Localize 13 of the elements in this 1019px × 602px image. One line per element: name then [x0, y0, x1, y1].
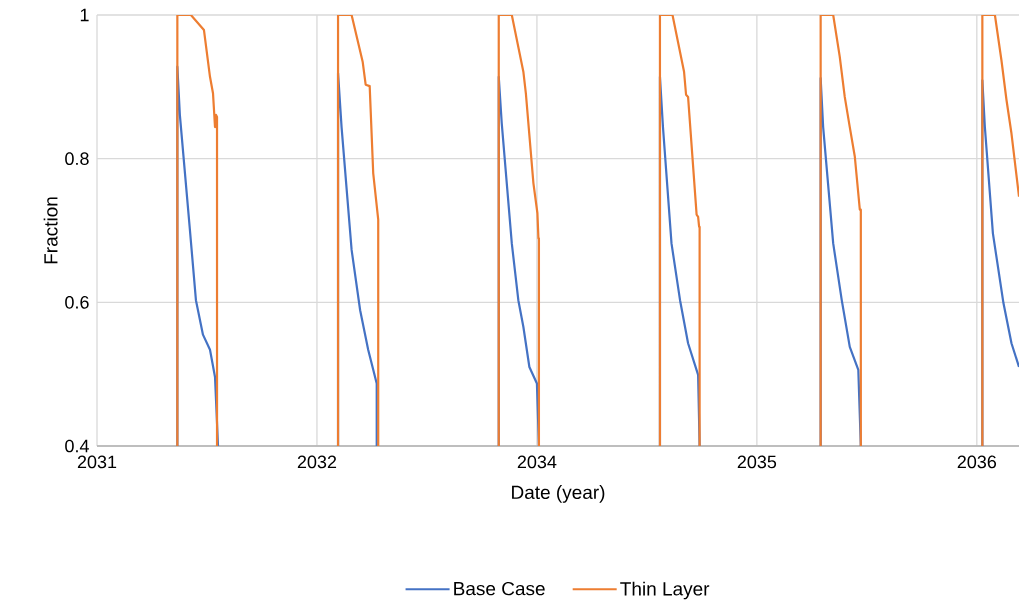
- y-tick-label: 0.4: [65, 439, 89, 453]
- legend-label: Thin Layer: [620, 581, 710, 600]
- x-tick-label: 2036: [957, 455, 997, 469]
- y-tick-label: 1: [80, 8, 89, 22]
- y-tick-label: 0.6: [65, 295, 89, 309]
- x-tick-label: 2032: [297, 455, 337, 469]
- y-tick-label: 0.8: [65, 152, 89, 166]
- legend-label: Base Case: [454, 581, 545, 596]
- x-tick-label: 2035: [737, 455, 777, 469]
- x-tick-label: 2031: [77, 455, 117, 469]
- x-axis-title: Date (year): [512, 485, 605, 503]
- x-tick-label: 2034: [517, 455, 557, 469]
- y-axis-title: Fraction: [43, 197, 58, 264]
